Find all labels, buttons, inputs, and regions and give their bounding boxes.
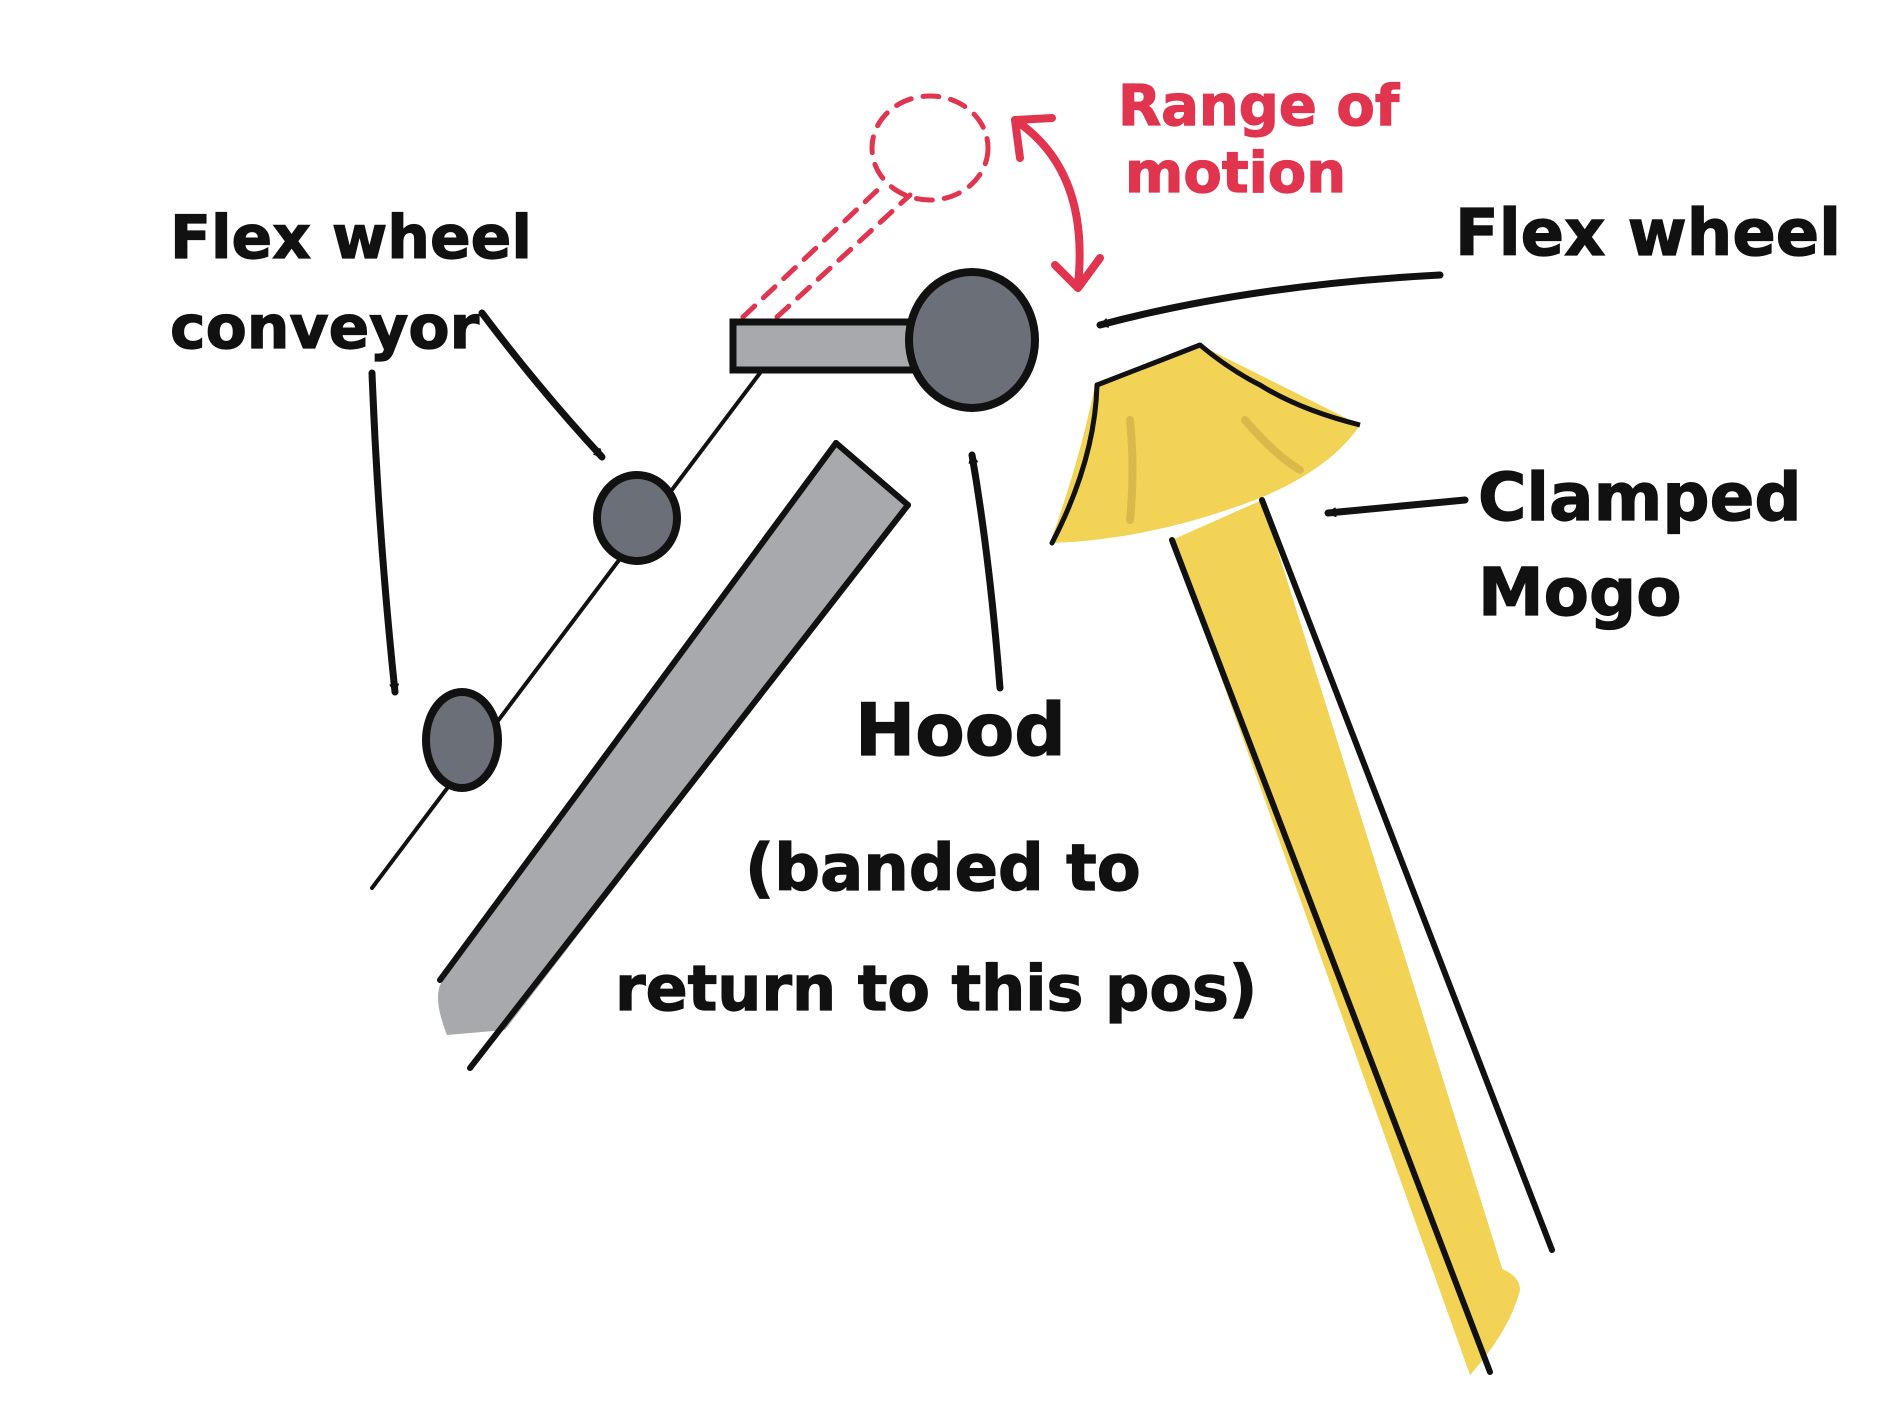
label-clamped-mogo: Clamped Mogo — [1477, 458, 1802, 631]
label-mogo-line2: Mogo — [1478, 554, 1682, 631]
label-hood-line3: return to this pos) — [615, 952, 1257, 1025]
label-conveyor-line2: conveyor — [170, 293, 480, 363]
label-hood-line2: (banded to — [745, 832, 1141, 906]
label-range-of-motion: Range of motion — [1117, 73, 1400, 206]
label-conveyor-line1: Flex wheel — [170, 203, 532, 273]
label-range-line2: motion — [1125, 141, 1346, 206]
range-of-motion-arrow — [1011, 114, 1104, 292]
label-hood-line1: Hood — [855, 688, 1066, 772]
mogo-callout-arrow — [1324, 496, 1469, 513]
hood-ghost-position — [740, 93, 991, 320]
flex-wheel-callout-arrow — [1096, 271, 1444, 329]
conveyor-callout-arrows — [368, 309, 606, 696]
conveyor-wheel-upper — [593, 471, 681, 565]
label-flex-wheel: Flex wheel — [1455, 197, 1841, 271]
label-range-line1: Range of — [1118, 74, 1400, 139]
hood-callout-arrow — [968, 451, 1004, 692]
frame-bar — [437, 440, 911, 1071]
hood-flex-wheel — [905, 268, 1039, 412]
conveyor-wheel-lower — [422, 688, 502, 792]
label-mogo-line1: Clamped — [1478, 459, 1802, 536]
label-hood: Hood (banded to return to this pos) — [614, 687, 1257, 1025]
label-flex-wheel-conveyor: Flex wheel conveyor — [169, 202, 532, 363]
clamped-mogo — [1049, 342, 1555, 1375]
conveyor-chain — [370, 371, 762, 890]
